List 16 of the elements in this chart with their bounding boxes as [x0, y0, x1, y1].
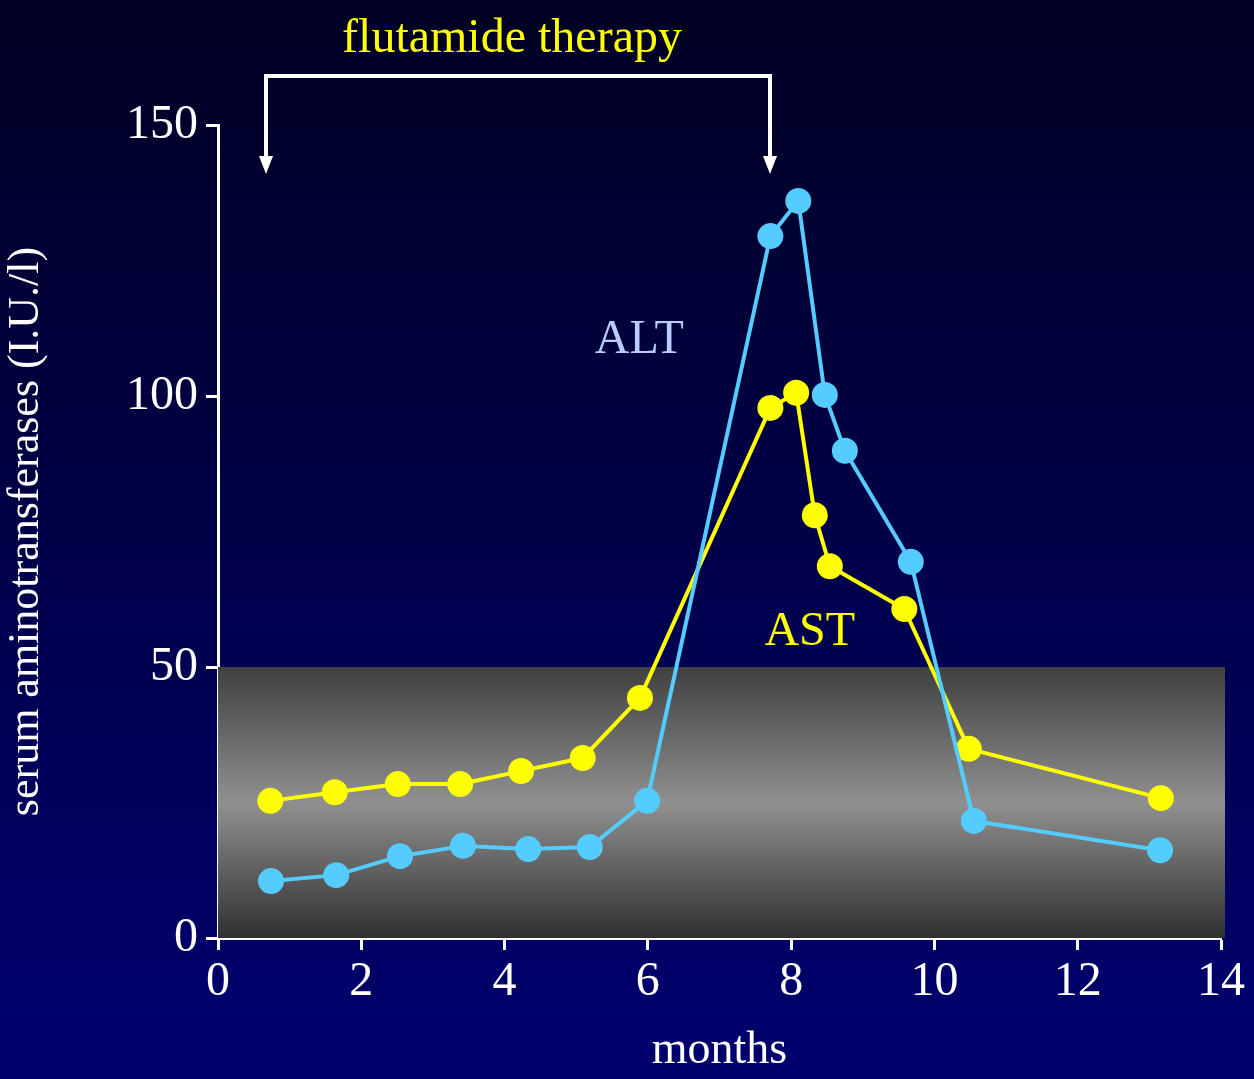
x-tick-label: 10 — [910, 952, 959, 1006]
y-tick-label: 0 — [174, 907, 198, 961]
y-tick-label: 150 — [126, 94, 198, 148]
y-tick-label: 100 — [126, 365, 198, 419]
x-tick-label: 6 — [635, 952, 660, 1006]
x-tick-label: 12 — [1053, 952, 1102, 1006]
x-tick-label: 2 — [349, 952, 374, 1006]
x-tick-label: 8 — [779, 952, 804, 1006]
y-tick-label: 50 — [150, 636, 198, 690]
text: flutamide therapy — [342, 9, 682, 62]
series-label: ALT — [594, 309, 684, 363]
series-label: AST — [764, 602, 856, 656]
x-axis-title: months — [651, 1022, 788, 1074]
x-tick-label: 14 — [1197, 952, 1245, 1006]
y-axis-title: serum aminotransferases (I.U./l) — [0, 246, 48, 817]
x-tick-label: 4 — [492, 952, 517, 1006]
